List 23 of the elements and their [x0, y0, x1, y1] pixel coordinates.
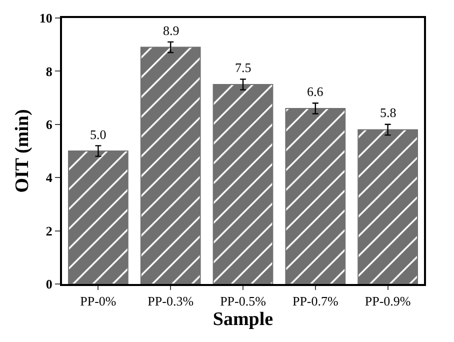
- x-tick-label: PP-0.3%: [148, 294, 194, 309]
- bar: [212, 84, 274, 284]
- y-tick-label: 8: [46, 64, 53, 79]
- x-tick-label: PP-0.9%: [364, 294, 411, 309]
- bar: [68, 150, 128, 284]
- x-tick-label: PP-0.7%: [292, 294, 338, 309]
- bar: [140, 46, 201, 284]
- data-label: 8.9: [163, 23, 180, 38]
- y-tick-label: 4: [46, 170, 53, 186]
- y-axis-title: OIT (min): [12, 109, 33, 193]
- data-label: 7.5: [235, 60, 252, 75]
- y-tick-label: 2: [46, 223, 52, 238]
- data-label: 5.8: [380, 105, 396, 120]
- data-label: 6.6: [307, 84, 324, 99]
- y-tick-label: 10: [39, 10, 52, 26]
- x-tick-label: PP-0.5%: [220, 294, 266, 309]
- y-tick-label: 0: [46, 276, 52, 292]
- bar: [285, 108, 346, 284]
- x-tick-label: PP-0%: [80, 294, 116, 309]
- x-axis-title: Sample: [212, 308, 274, 330]
- data-label: 5.0: [90, 127, 106, 142]
- y-tick-label: 6: [46, 116, 53, 132]
- bar: [358, 129, 418, 284]
